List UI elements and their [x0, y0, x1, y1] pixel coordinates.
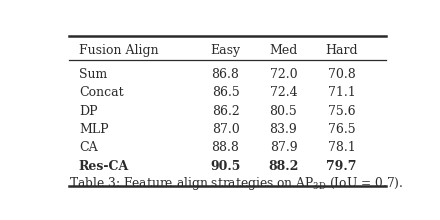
Text: 75.6: 75.6: [328, 105, 355, 118]
Text: 72.4: 72.4: [270, 86, 297, 99]
Text: 87.0: 87.0: [212, 123, 239, 136]
Text: 87.9: 87.9: [270, 141, 297, 154]
Text: Concat: Concat: [79, 86, 124, 99]
Text: 88.2: 88.2: [268, 160, 299, 173]
Text: CA: CA: [79, 141, 98, 154]
Text: 86.8: 86.8: [212, 68, 239, 81]
Text: DP: DP: [79, 105, 98, 118]
Text: Fusion Align: Fusion Align: [79, 44, 158, 57]
Text: 86.5: 86.5: [212, 86, 239, 99]
Text: Sum: Sum: [79, 68, 107, 81]
Text: 79.7: 79.7: [326, 160, 357, 173]
Text: Med: Med: [269, 44, 297, 57]
Text: 88.8: 88.8: [212, 141, 239, 154]
Text: 70.8: 70.8: [327, 68, 356, 81]
Text: 78.1: 78.1: [327, 141, 356, 154]
Text: 83.9: 83.9: [270, 123, 297, 136]
Text: 76.5: 76.5: [328, 123, 355, 136]
Text: Res-CA: Res-CA: [79, 160, 129, 173]
Text: Hard: Hard: [325, 44, 358, 57]
Text: MLP: MLP: [79, 123, 109, 136]
Text: 71.1: 71.1: [327, 86, 356, 99]
Text: 90.5: 90.5: [210, 160, 241, 173]
Text: 80.5: 80.5: [270, 105, 297, 118]
Text: 86.2: 86.2: [212, 105, 239, 118]
Text: 72.0: 72.0: [270, 68, 297, 81]
Text: Easy: Easy: [210, 44, 241, 57]
Text: Table 3: Feature align strategies on AP$_{\mathregular{3D}}$ (IoU = 0.7).: Table 3: Feature align strategies on AP$…: [69, 174, 403, 192]
